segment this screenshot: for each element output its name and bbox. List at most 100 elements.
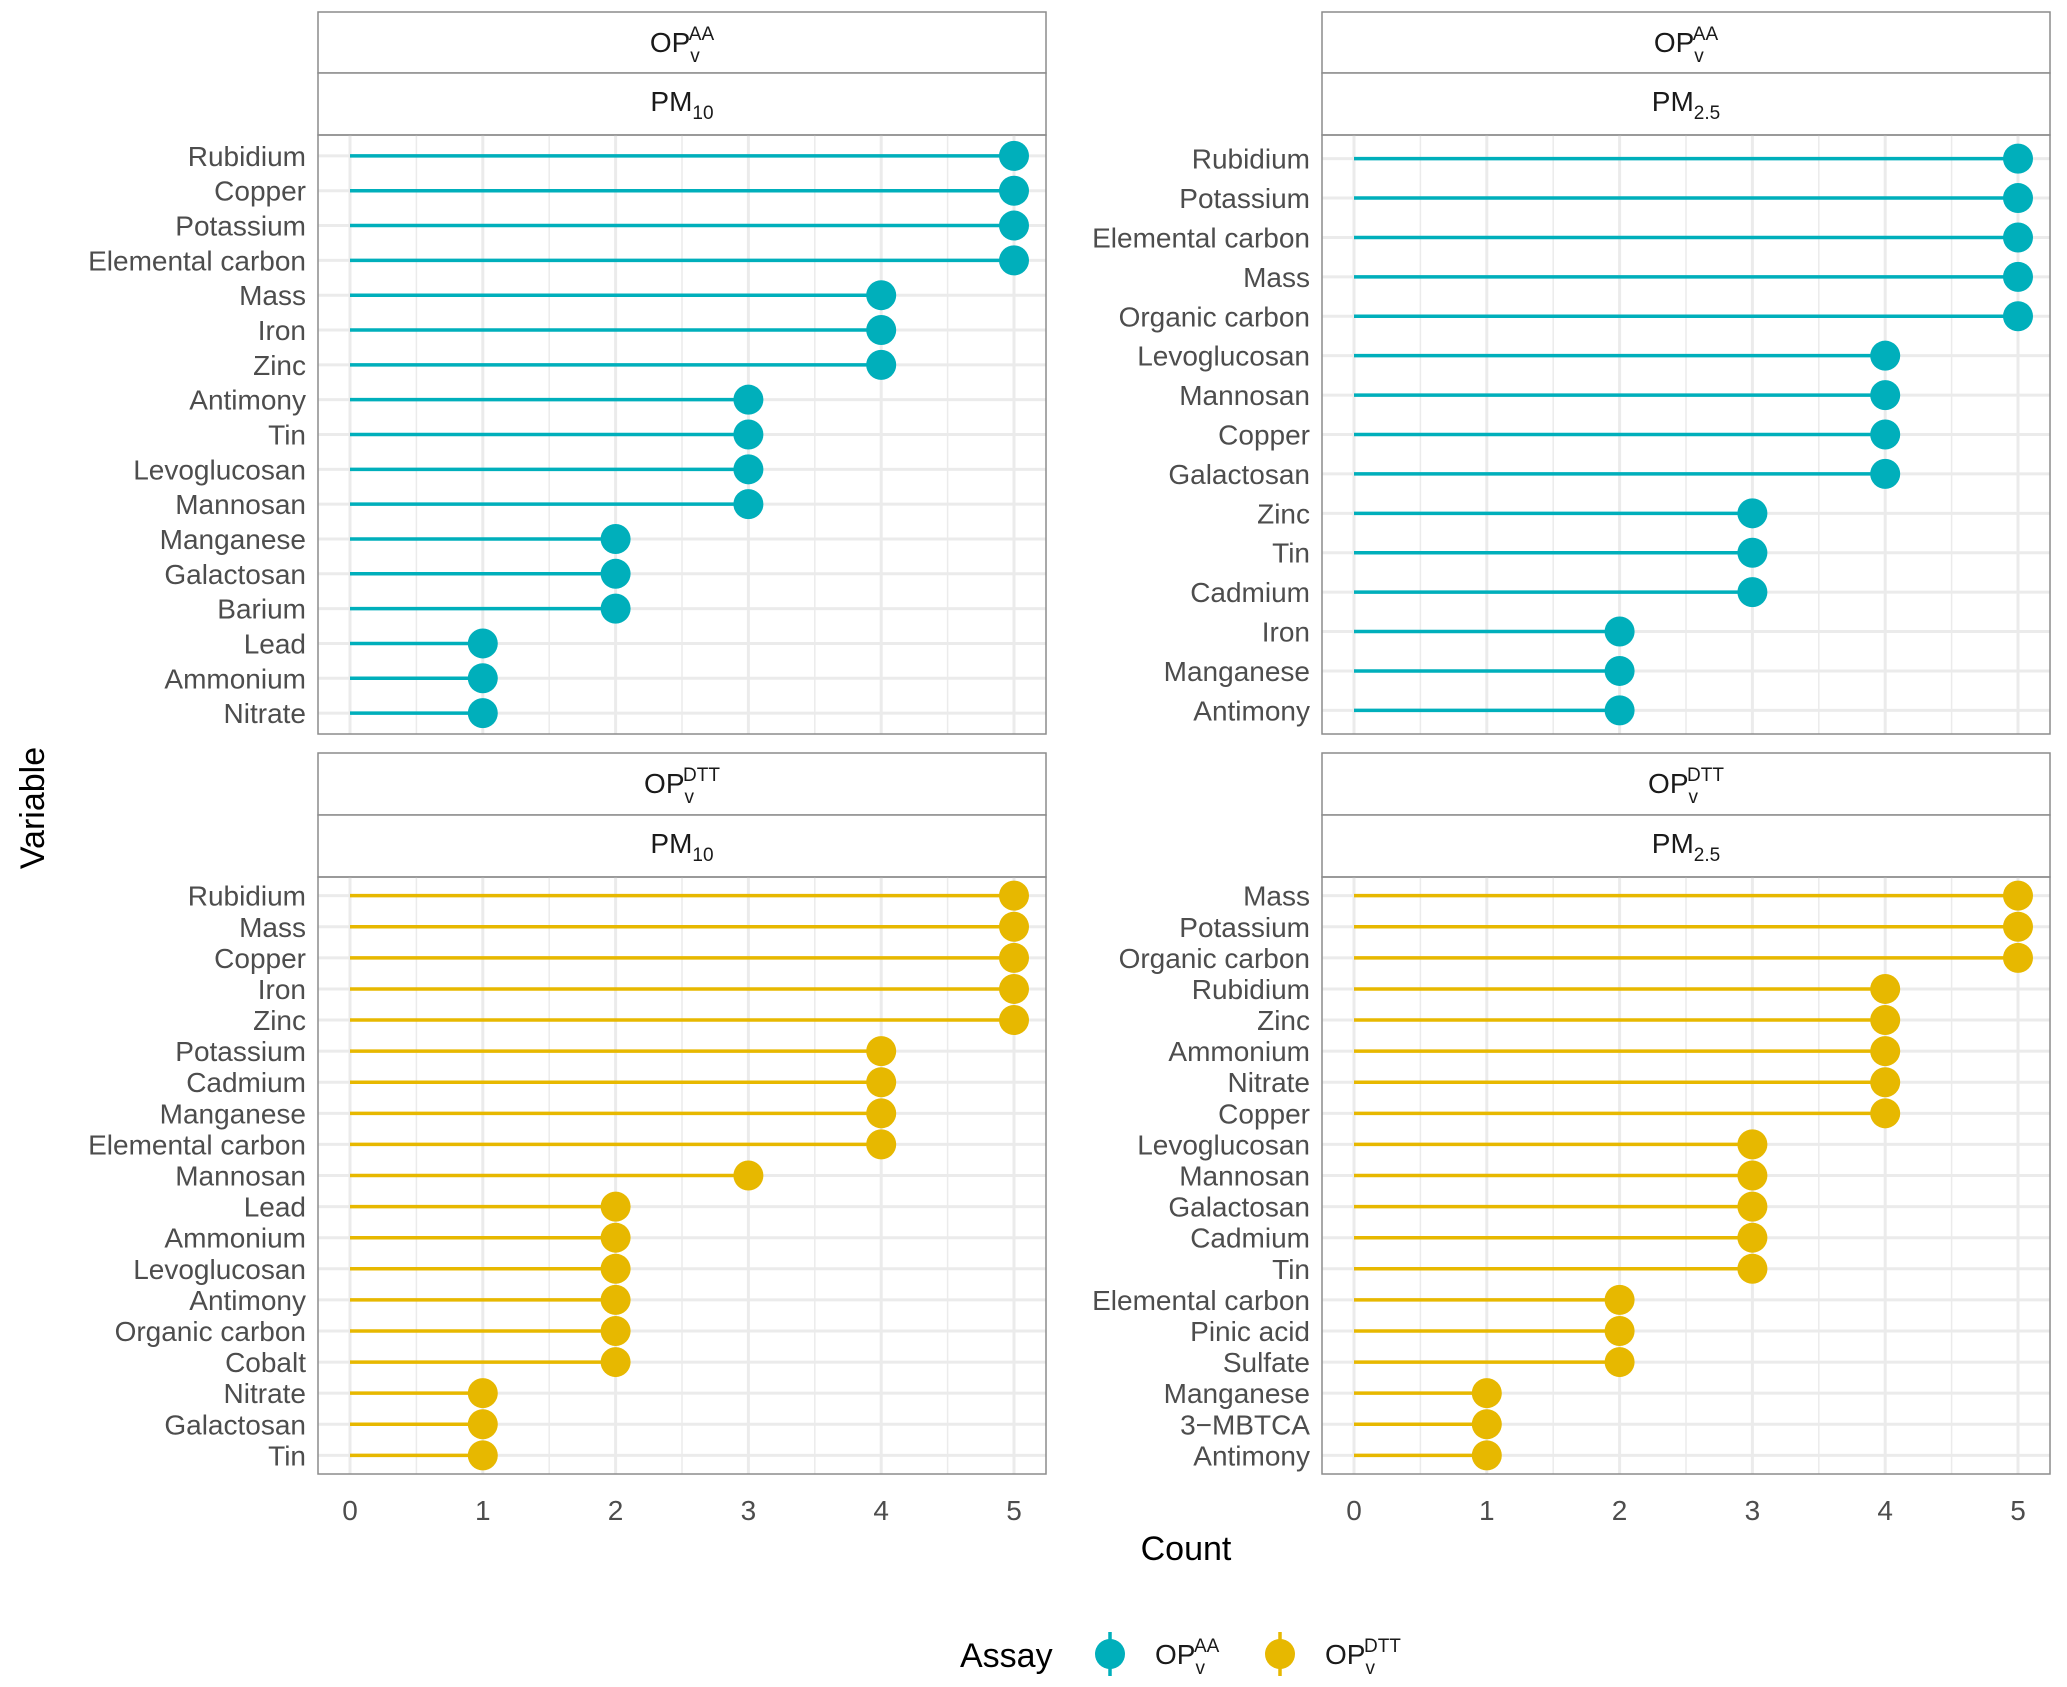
strip-label-assay-base: OP <box>650 27 690 58</box>
x-tick-label: 3 <box>741 1495 757 1526</box>
y-tick-label: Pinic acid <box>1190 1316 1310 1347</box>
facet-strip-assay <box>317 752 1047 816</box>
legend-entries: OPvAA OPvDTT <box>1095 1632 1401 1679</box>
strip-label-pm-sub: 2.5 <box>1694 845 1720 866</box>
x-tick-label: 4 <box>873 1495 889 1526</box>
panel-border <box>1321 134 2051 735</box>
y-tick-label: Sulfate <box>1223 1347 1310 1378</box>
lollipop-point <box>999 210 1029 241</box>
legend-entry-dtt: OPvDTT <box>1265 1632 1401 1679</box>
lollipop-point <box>733 419 764 450</box>
legend-label-sup: AA <box>1194 1636 1220 1657</box>
lollipop-point <box>999 973 1029 1004</box>
lollipop-point <box>2003 301 2033 332</box>
strip-label-assay: OPvAA <box>650 24 715 67</box>
y-tick-label: Zinc <box>253 1005 306 1036</box>
lollipop-point <box>600 1222 631 1253</box>
y-tick-label: Mannosan <box>1179 380 1310 411</box>
lollipop-point <box>2003 261 2033 292</box>
lollipop-point <box>1737 498 1768 529</box>
lollipop-point <box>1737 1191 1768 1222</box>
y-tick-label: Antimony <box>1193 695 1310 726</box>
facet-strip-pm <box>317 72 1047 136</box>
lollipop-point <box>1870 419 1901 450</box>
lollipop-point <box>999 1005 1029 1036</box>
x-tick-label: 3 <box>1745 1495 1761 1526</box>
y-axis-title: Variable <box>14 747 52 869</box>
y-tick-label: Lead <box>244 1192 306 1223</box>
lollipop-point <box>600 1347 631 1378</box>
lollipop-point <box>1870 973 1901 1004</box>
lollipop-point <box>1604 1347 1635 1378</box>
y-tick-label: Potassium <box>1179 183 1310 214</box>
facet-strip-pm <box>1321 72 2051 136</box>
strip-label-pm: PM10 <box>650 86 713 124</box>
y-tick-label: Organic carbon <box>115 1316 306 1347</box>
legend-label-base: OP <box>1325 1639 1365 1670</box>
x-tick-label: 1 <box>475 1495 491 1526</box>
lollipop-point <box>467 1378 498 1409</box>
y-tick-label: Elemental carbon <box>88 245 306 276</box>
y-tick-label: Copper <box>1218 1098 1310 1129</box>
y-tick-label: Galactosan <box>164 559 306 590</box>
lollipop-point <box>733 454 764 485</box>
legend-label-base: OP <box>1155 1639 1195 1670</box>
legend-key-point <box>1265 1639 1295 1669</box>
lollipop-point <box>1737 1253 1768 1284</box>
y-tick-label: Levoglucosan <box>1137 1129 1310 1160</box>
lollipop-point <box>999 175 1029 206</box>
lollipop-point <box>600 1253 631 1284</box>
strip-label-assay-sub: v <box>1689 787 1699 808</box>
x-tick-label: 5 <box>1006 1495 1022 1526</box>
lollipop-point <box>866 1129 897 1160</box>
lollipop-point <box>2003 880 2033 911</box>
y-tick-label: Elemental carbon <box>88 1129 306 1160</box>
lollipop-point <box>1870 458 1901 489</box>
strip-label-assay-sub: v <box>690 46 700 67</box>
lollipop-point <box>1471 1409 1502 1440</box>
y-tick-label: Potassium <box>1179 912 1310 943</box>
x-tick-label: 2 <box>1612 1495 1628 1526</box>
y-tick-label: Iron <box>258 315 306 346</box>
lollipop-point <box>1737 1160 1768 1191</box>
strip-label-pm-base: PM <box>1652 828 1694 859</box>
legend-label-sub: v <box>1195 1658 1205 1679</box>
strip-label-assay-base: OP <box>1648 768 1688 799</box>
legend-label-sub: v <box>1365 1658 1375 1679</box>
strip-label-assay-base: OP <box>644 768 684 799</box>
y-tick-label: Ammonium <box>1168 1036 1310 1067</box>
lollipop-point <box>1870 340 1901 371</box>
y-tick-label: Ammonium <box>164 1223 306 1254</box>
y-tick-label: Copper <box>214 943 306 974</box>
x-tick-label: 2 <box>608 1495 624 1526</box>
y-tick-label: Lead <box>244 628 306 659</box>
lollipop-point <box>1604 695 1635 726</box>
x-axis-title: Count <box>1141 1530 1232 1568</box>
panel-border <box>317 876 1047 1475</box>
y-tick-label: Zinc <box>1257 1005 1310 1036</box>
y-tick-label: 3−MBTCA <box>1180 1409 1310 1440</box>
lollipop-point <box>1870 1067 1901 1098</box>
lollipop-point <box>1737 1222 1768 1253</box>
legend-label-sup: DTT <box>1364 1636 1401 1657</box>
strip-label-pm-base: PM <box>650 86 692 117</box>
y-tick-label: Manganese <box>160 1098 306 1129</box>
lollipop-point <box>1737 577 1768 608</box>
lollipop-point <box>1604 616 1635 647</box>
y-tick-label: Manganese <box>1164 1378 1310 1409</box>
lollipop-point <box>733 1160 764 1191</box>
lollipop-point <box>2003 183 2033 214</box>
y-tick-label: Cadmium <box>1190 577 1310 608</box>
strip-label-pm-sub: 2.5 <box>1694 103 1720 124</box>
strip-label-assay: OPvDTT <box>644 765 720 808</box>
y-tick-label: Copper <box>1218 420 1310 451</box>
y-tick-label: Manganese <box>160 524 306 555</box>
panel-border <box>1321 876 2051 1475</box>
lollipop-point <box>2003 942 2033 973</box>
y-tick-label: Mass <box>239 280 306 311</box>
y-tick-label: Manganese <box>1164 656 1310 687</box>
y-tick-label: Barium <box>217 594 306 625</box>
strip-label-assay-base: OP <box>1654 27 1694 58</box>
y-tick-label: Galactosan <box>164 1409 306 1440</box>
